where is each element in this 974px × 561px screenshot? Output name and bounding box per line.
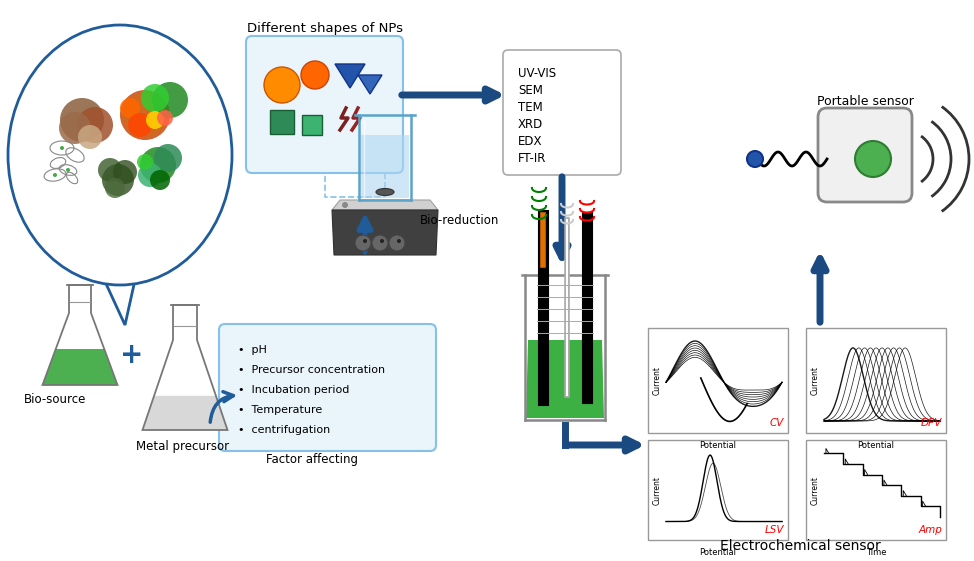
Polygon shape	[43, 349, 118, 385]
Circle shape	[102, 164, 134, 196]
Ellipse shape	[8, 25, 232, 285]
FancyBboxPatch shape	[246, 36, 403, 173]
Text: Time: Time	[866, 548, 886, 557]
Text: Current: Current	[653, 476, 661, 504]
Text: Factor affecting: Factor affecting	[266, 453, 358, 466]
Circle shape	[380, 239, 384, 243]
Text: SEM: SEM	[518, 84, 543, 97]
Circle shape	[355, 235, 371, 251]
Circle shape	[138, 163, 162, 187]
Text: Bio-reduction: Bio-reduction	[420, 214, 500, 227]
Text: •  centrifugation: • centrifugation	[238, 425, 330, 435]
Text: LSV: LSV	[765, 525, 784, 535]
Ellipse shape	[376, 188, 394, 195]
Text: Current: Current	[810, 366, 819, 395]
Polygon shape	[332, 210, 438, 255]
Circle shape	[78, 125, 102, 149]
Bar	[270, 110, 294, 134]
Circle shape	[105, 178, 125, 198]
Bar	[648, 440, 788, 540]
Circle shape	[363, 239, 367, 243]
FancyBboxPatch shape	[818, 108, 912, 202]
Circle shape	[301, 61, 329, 89]
Circle shape	[66, 168, 70, 172]
Bar	[806, 440, 946, 540]
Circle shape	[60, 98, 104, 142]
Text: •  Precursor concentration: • Precursor concentration	[238, 365, 385, 375]
Text: Amp: Amp	[918, 525, 942, 535]
Text: Portable sensor: Portable sensor	[816, 95, 914, 108]
Text: FT-IR: FT-IR	[518, 152, 546, 165]
Bar	[648, 328, 788, 433]
Text: Current: Current	[653, 366, 661, 395]
Polygon shape	[526, 340, 604, 418]
Circle shape	[128, 113, 152, 137]
Text: •  pH: • pH	[238, 345, 267, 355]
Polygon shape	[142, 396, 228, 430]
Circle shape	[157, 110, 173, 126]
Circle shape	[264, 67, 300, 103]
Circle shape	[77, 107, 113, 143]
Circle shape	[141, 84, 169, 112]
Text: UV-VIS: UV-VIS	[518, 67, 556, 80]
Circle shape	[154, 144, 182, 172]
Circle shape	[59, 112, 91, 144]
Circle shape	[98, 158, 122, 182]
Text: •  Incubation period: • Incubation period	[238, 385, 350, 395]
Circle shape	[120, 90, 170, 140]
Text: Potential: Potential	[857, 441, 894, 450]
Text: XRD: XRD	[518, 118, 543, 131]
Circle shape	[137, 154, 153, 170]
Circle shape	[146, 111, 164, 129]
Polygon shape	[332, 200, 438, 210]
Circle shape	[60, 146, 64, 150]
Text: DPV: DPV	[920, 418, 942, 428]
Circle shape	[113, 160, 137, 184]
Circle shape	[342, 202, 348, 208]
Text: Metal precursor: Metal precursor	[136, 440, 230, 453]
Text: •  Temperature: • Temperature	[238, 405, 322, 415]
Text: Bio-source: Bio-source	[23, 393, 86, 406]
FancyBboxPatch shape	[219, 324, 436, 451]
Circle shape	[123, 93, 167, 137]
Circle shape	[855, 141, 891, 177]
Circle shape	[397, 239, 401, 243]
Polygon shape	[335, 64, 365, 88]
Text: Different shapes of NPs: Different shapes of NPs	[247, 22, 403, 35]
Circle shape	[372, 235, 388, 251]
Text: EDX: EDX	[518, 135, 543, 148]
Text: Potential: Potential	[699, 548, 736, 557]
Text: Current: Current	[810, 476, 819, 504]
Text: +: +	[121, 341, 144, 369]
Circle shape	[140, 147, 176, 183]
Text: CV: CV	[769, 418, 784, 428]
Text: Potential: Potential	[699, 441, 736, 450]
Polygon shape	[102, 275, 135, 325]
FancyBboxPatch shape	[503, 50, 621, 175]
Text: TEM: TEM	[518, 101, 543, 114]
Polygon shape	[361, 135, 409, 198]
Polygon shape	[358, 75, 382, 94]
Text: Electrochemical sensor: Electrochemical sensor	[720, 539, 880, 553]
Bar	[302, 115, 322, 135]
Bar	[806, 328, 946, 433]
Circle shape	[747, 151, 763, 167]
Circle shape	[53, 173, 57, 177]
Circle shape	[120, 98, 140, 118]
Circle shape	[389, 235, 405, 251]
Circle shape	[152, 82, 188, 118]
Circle shape	[150, 170, 170, 190]
